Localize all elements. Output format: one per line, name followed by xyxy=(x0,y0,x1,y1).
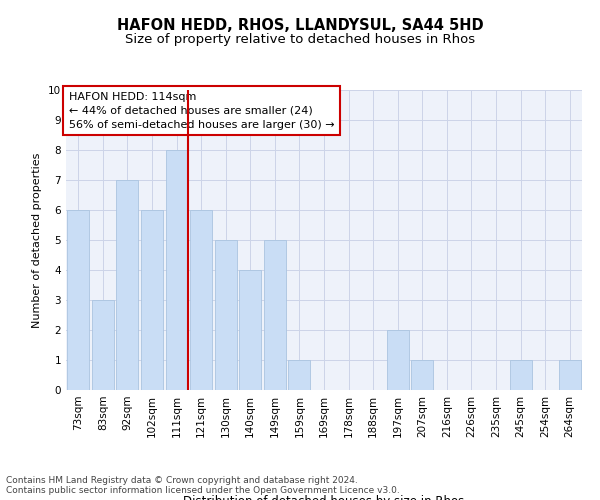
Bar xyxy=(239,270,262,390)
Bar xyxy=(116,180,139,390)
Bar xyxy=(67,210,89,390)
Bar xyxy=(264,240,286,390)
Bar xyxy=(289,360,310,390)
Bar xyxy=(215,240,237,390)
Text: HAFON HEDD, RHOS, LLANDYSUL, SA44 5HD: HAFON HEDD, RHOS, LLANDYSUL, SA44 5HD xyxy=(116,18,484,32)
Bar xyxy=(190,210,212,390)
Bar xyxy=(141,210,163,390)
Text: Contains HM Land Registry data © Crown copyright and database right 2024.
Contai: Contains HM Land Registry data © Crown c… xyxy=(6,476,400,495)
Bar xyxy=(559,360,581,390)
Bar xyxy=(166,150,188,390)
Text: Size of property relative to detached houses in Rhos: Size of property relative to detached ho… xyxy=(125,32,475,46)
Y-axis label: Number of detached properties: Number of detached properties xyxy=(32,152,43,328)
Text: HAFON HEDD: 114sqm
← 44% of detached houses are smaller (24)
56% of semi-detache: HAFON HEDD: 114sqm ← 44% of detached hou… xyxy=(68,92,334,130)
Bar xyxy=(92,300,114,390)
Bar xyxy=(509,360,532,390)
X-axis label: Distribution of detached houses by size in Rhos: Distribution of detached houses by size … xyxy=(184,496,464,500)
Bar xyxy=(386,330,409,390)
Bar xyxy=(411,360,433,390)
